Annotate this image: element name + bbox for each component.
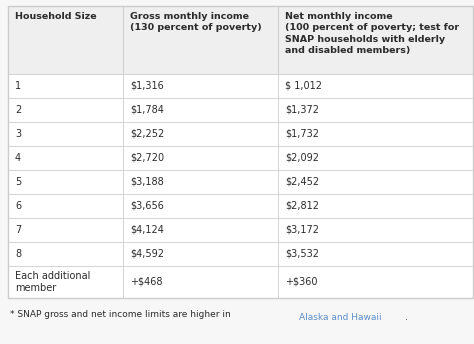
Text: 7: 7 <box>15 225 21 235</box>
Bar <box>8 218 123 242</box>
Text: .: . <box>405 313 408 322</box>
Text: Net monthly income
(100 percent of poverty; test for
SNAP households with elderl: Net monthly income (100 percent of pover… <box>285 12 459 55</box>
Text: 5: 5 <box>15 177 21 187</box>
Bar <box>123 218 278 242</box>
Bar <box>278 74 473 98</box>
Bar <box>8 74 123 98</box>
Bar <box>123 6 278 74</box>
Bar <box>278 170 473 194</box>
Text: $3,532: $3,532 <box>285 249 319 259</box>
Text: Household Size: Household Size <box>15 12 97 21</box>
Bar <box>278 98 473 122</box>
Text: $2,092: $2,092 <box>285 153 319 163</box>
Bar <box>8 6 473 298</box>
Text: $1,784: $1,784 <box>130 105 164 115</box>
Bar <box>278 242 473 266</box>
Bar <box>8 194 123 218</box>
Bar <box>8 98 123 122</box>
Text: 6: 6 <box>15 201 21 211</box>
Text: $ 1,012: $ 1,012 <box>285 81 322 91</box>
Text: $1,316: $1,316 <box>130 81 164 91</box>
Bar <box>123 266 278 298</box>
Text: 1: 1 <box>15 81 21 91</box>
Bar <box>8 242 123 266</box>
Bar <box>278 218 473 242</box>
Bar <box>8 170 123 194</box>
Text: +$468: +$468 <box>130 277 163 287</box>
Text: Each additional
member: Each additional member <box>15 271 91 293</box>
Text: 8: 8 <box>15 249 21 259</box>
Text: $2,812: $2,812 <box>285 201 319 211</box>
Bar <box>123 122 278 146</box>
Bar <box>8 266 123 298</box>
Bar <box>8 122 123 146</box>
Text: $3,188: $3,188 <box>130 177 164 187</box>
Text: 2: 2 <box>15 105 21 115</box>
Bar <box>123 98 278 122</box>
Text: $2,252: $2,252 <box>130 129 164 139</box>
Text: $1,372: $1,372 <box>285 105 319 115</box>
Bar <box>8 6 123 74</box>
Bar <box>123 194 278 218</box>
Text: $3,172: $3,172 <box>285 225 319 235</box>
Bar <box>278 146 473 170</box>
Text: Alaska and Hawaii: Alaska and Hawaii <box>299 313 381 322</box>
Text: $2,452: $2,452 <box>285 177 319 187</box>
Bar <box>8 146 123 170</box>
Bar <box>123 170 278 194</box>
Text: $4,124: $4,124 <box>130 225 164 235</box>
Text: Gross monthly income
(130 percent of poverty): Gross monthly income (130 percent of pov… <box>130 12 262 32</box>
Text: 4: 4 <box>15 153 21 163</box>
Text: +$360: +$360 <box>285 277 318 287</box>
Text: $4,592: $4,592 <box>130 249 164 259</box>
Bar <box>123 242 278 266</box>
Text: $2,720: $2,720 <box>130 153 164 163</box>
Bar <box>278 194 473 218</box>
Text: 3: 3 <box>15 129 21 139</box>
Bar <box>123 74 278 98</box>
Text: $3,656: $3,656 <box>130 201 164 211</box>
Text: * SNAP gross and net income limits are higher in: * SNAP gross and net income limits are h… <box>10 310 234 319</box>
Text: $1,732: $1,732 <box>285 129 319 139</box>
Bar <box>278 266 473 298</box>
Bar <box>123 146 278 170</box>
Bar <box>278 6 473 74</box>
Bar <box>278 122 473 146</box>
